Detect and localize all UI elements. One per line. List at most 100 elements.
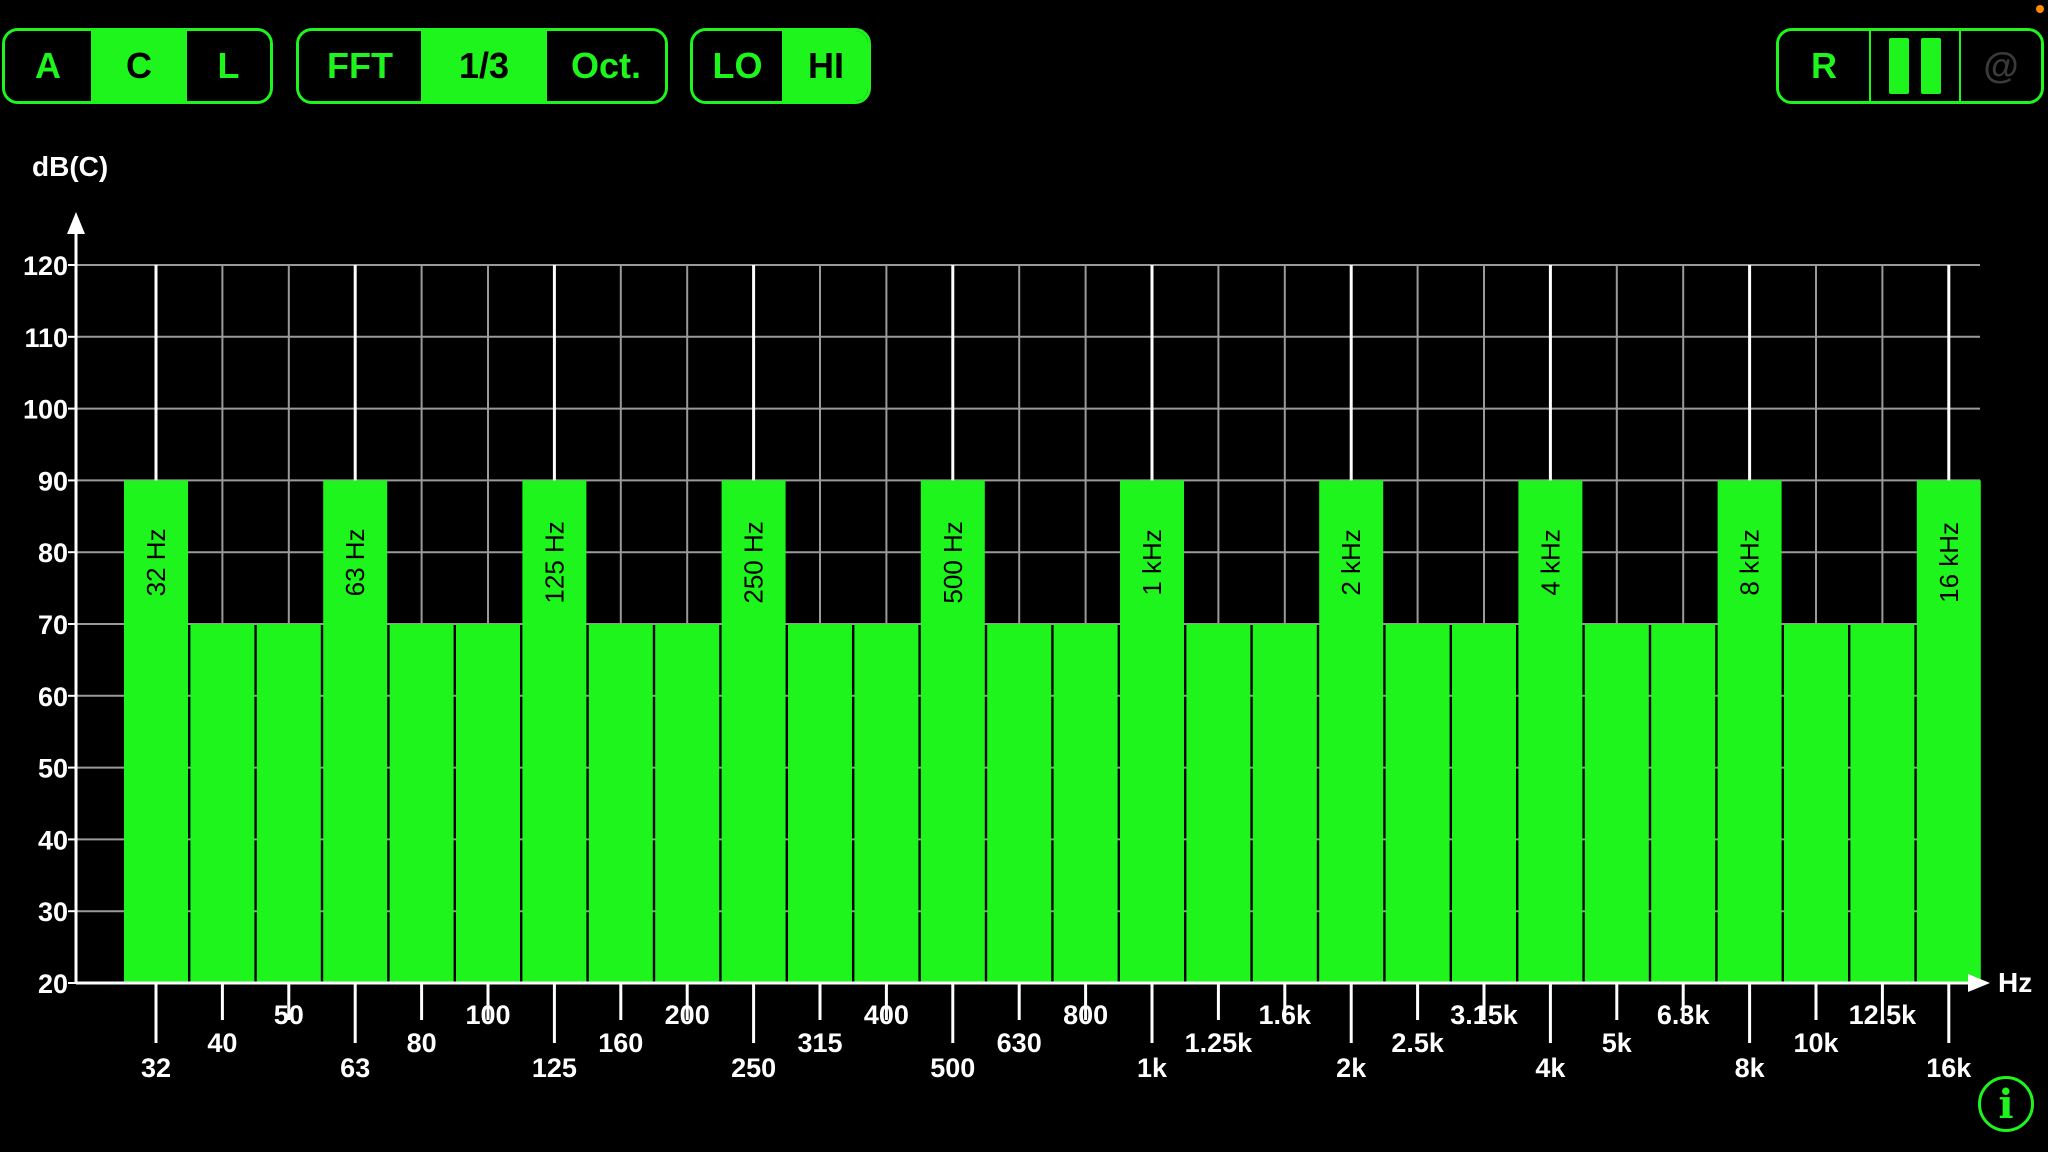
fft-mode-button[interactable]: FFT [299, 31, 421, 101]
x-tick-label: 40 [207, 1028, 237, 1058]
bar-label: 32 Hz [141, 528, 171, 596]
bar-32 [124, 480, 188, 983]
bar-label: 125 Hz [539, 521, 569, 603]
bar-630 [987, 624, 1052, 983]
x-tick-label: 1k [1137, 1053, 1168, 1083]
x-tick-label: 1.6k [1259, 1000, 1313, 1030]
status-indicator [2036, 5, 2044, 13]
range-selector: LO HI [690, 28, 871, 104]
x-tick-label: 10k [1793, 1028, 1839, 1058]
bar-16k [1916, 480, 1981, 983]
bar-label: 63 Hz [340, 528, 370, 596]
range-hi-button[interactable]: HI [782, 31, 868, 101]
pause-button[interactable] [1869, 31, 1959, 101]
bar-label: 8 kHz [1735, 529, 1765, 595]
third-octave-mode-button[interactable]: 1/3 [421, 31, 545, 101]
at-button[interactable]: @ [1959, 31, 2041, 101]
x-tick-label: 12.5k [1849, 1000, 1918, 1030]
x-tick-label: 16k [1926, 1053, 1972, 1083]
y-tick-label: 120 [23, 251, 68, 281]
y-tick-label: 100 [23, 395, 68, 425]
bar-label: 16 kHz [1934, 522, 1964, 603]
bar-800 [1053, 624, 1118, 983]
bar-label: 1 kHz [1137, 529, 1167, 595]
bar-250 [721, 480, 786, 983]
control-buttons: R @ [1776, 28, 2044, 104]
y-tick-label: 90 [38, 466, 68, 496]
x-tick-label: 8k [1735, 1053, 1766, 1083]
x-tick-label: 400 [864, 1000, 909, 1030]
range-lo-button[interactable]: LO [693, 31, 782, 101]
x-tick-label: 50 [274, 1000, 304, 1030]
y-axis-arrow [67, 212, 85, 234]
x-tick-label: 32 [141, 1053, 171, 1083]
bar-label: 4 kHz [1535, 529, 1565, 595]
x-tick-label: 250 [731, 1053, 776, 1083]
x-tick-label: 315 [797, 1028, 842, 1058]
bar-125 [522, 480, 587, 983]
bar-400 [854, 624, 919, 983]
y-axis-label: dB(C) [32, 151, 108, 182]
bar-500 [920, 480, 985, 983]
resolution-selector: FFT 1/3 Oct. [296, 28, 668, 104]
x-tick-label: 1.25k [1185, 1028, 1254, 1058]
bar-40 [190, 624, 255, 983]
bar-80 [389, 624, 454, 983]
x-tick-label: 500 [930, 1053, 975, 1083]
x-tick-label: 4k [1535, 1053, 1566, 1083]
bar-label: 2 kHz [1336, 529, 1366, 595]
y-tick-label: 40 [38, 825, 68, 855]
bar-label: 500 Hz [938, 521, 968, 603]
weighting-a-button[interactable]: A [5, 31, 91, 101]
y-tick-label: 20 [38, 969, 68, 999]
bar-2k [1319, 480, 1384, 983]
octave-mode-button[interactable]: Oct. [545, 31, 665, 101]
weighting-c-button[interactable]: C [91, 31, 185, 101]
bar-6.3k [1651, 624, 1716, 983]
bar-100 [456, 624, 520, 983]
bar-2.5k [1385, 624, 1450, 983]
x-tick-label: 800 [1063, 1000, 1108, 1030]
x-tick-label: 5k [1602, 1028, 1633, 1058]
weighting-l-button[interactable]: L [185, 31, 270, 101]
x-tick-label: 125 [532, 1053, 577, 1083]
bar-5k [1584, 624, 1649, 983]
x-tick-label: 63 [340, 1053, 370, 1083]
y-tick-label: 60 [38, 682, 68, 712]
reset-button[interactable]: R [1779, 31, 1869, 101]
bar-3.15k [1452, 624, 1516, 983]
x-axis-arrow [1968, 974, 1990, 992]
bar-label: 250 Hz [739, 521, 769, 603]
x-tick-label: 2k [1336, 1053, 1367, 1083]
bar-10k [1784, 624, 1848, 983]
bar-200 [655, 624, 720, 983]
bar-1.25k [1186, 624, 1251, 983]
x-tick-label: 2.5k [1391, 1028, 1445, 1058]
y-tick-label: 110 [24, 323, 68, 353]
pause-icon [1889, 38, 1941, 94]
bar-50 [256, 624, 321, 983]
info-icon[interactable]: i [1978, 1076, 2034, 1132]
y-tick-label: 70 [38, 610, 68, 640]
y-tick-label: 50 [38, 754, 68, 784]
y-tick-label: 30 [38, 897, 68, 927]
x-tick-label: 100 [465, 1000, 510, 1030]
bar-315 [788, 624, 852, 983]
x-tick-label: 200 [665, 1000, 710, 1030]
bar-1k [1120, 480, 1184, 983]
bar-63 [323, 480, 388, 983]
bar-8k [1717, 480, 1782, 983]
x-tick-label: 160 [598, 1028, 643, 1058]
x-axis-label: Hz [1998, 967, 2032, 998]
weighting-selector: A C L [2, 28, 273, 104]
x-tick-label: 80 [407, 1028, 437, 1058]
x-tick-label: 3.15k [1450, 1000, 1519, 1030]
bar-160 [588, 624, 653, 983]
y-tick-label: 80 [38, 538, 68, 568]
bar-12.5k [1850, 624, 1915, 983]
x-tick-label: 630 [997, 1028, 1042, 1058]
x-tick-label: 6.3k [1657, 1000, 1711, 1030]
bar-1.6k [1252, 624, 1317, 983]
